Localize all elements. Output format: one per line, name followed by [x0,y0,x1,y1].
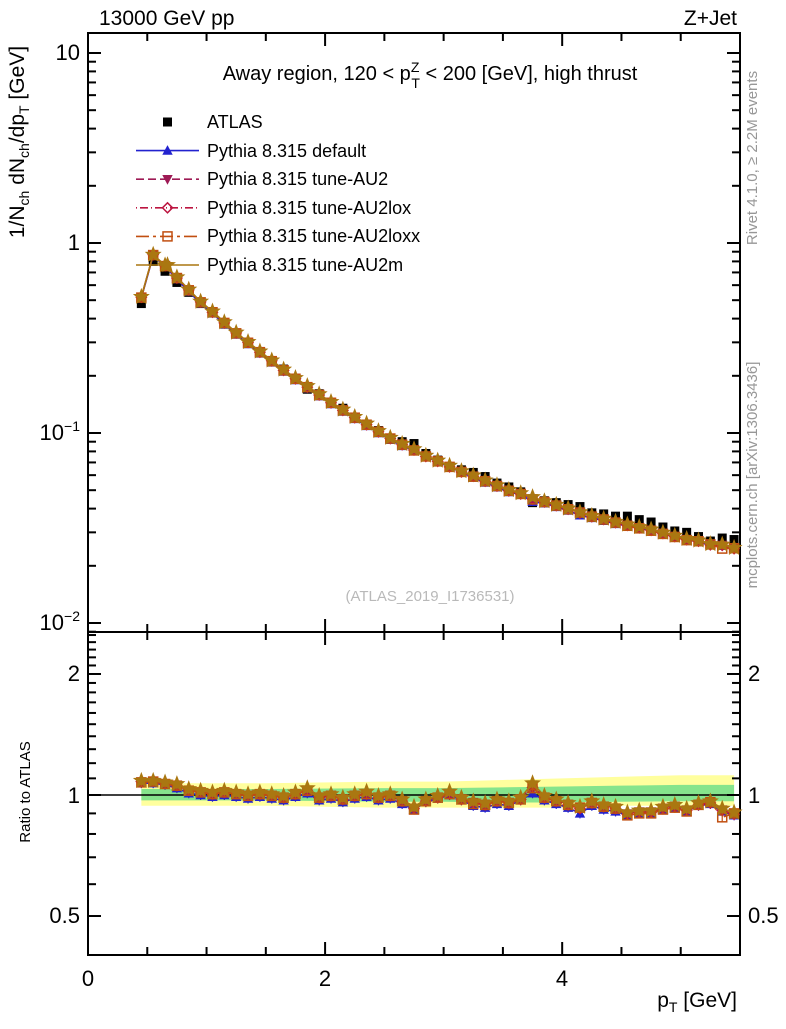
x-axis-title: pT​ [GeV] [657,989,737,1015]
ratio-panel-frame [87,631,741,956]
beam-energy-label: 13000 GeV pp [99,7,234,30]
ratio-tick-05-left: 0.5 [49,903,80,928]
main-series-au2m [132,245,743,555]
ratio-tick-1-right: 1 [748,783,760,808]
ratio-series-au2m [132,771,743,820]
y-tick-10: 10 [56,40,80,65]
rivet-version-note: Rivet 4.1.0, ≥ 2.2M events [744,71,761,245]
y-axis-title: 1/Nch​ dNch​/dpT​ [GeV] [6,46,32,238]
mcplots-source-note: mcplots.cern.ch [arXiv:1306.3436] [744,362,761,589]
ratio-tick-2-left: 2 [68,661,80,686]
y-tick-10−2: 10−2 [40,608,81,635]
axis-ticks [88,33,740,955]
x-tick-0: 0 [82,966,94,991]
legend-symbols [136,117,199,273]
ratio-tick-05-right: 0.5 [748,903,779,928]
legend-label-pythia-au2m: Pythia 8.315 tune-AU2m [207,255,403,275]
legend-label-pythia-au2loxx: Pythia 8.315 tune-AU2loxx [207,226,420,246]
plot-title: Away region, 120 < pZ T < 200 [GeV], high… [223,59,638,91]
process-label: Z+Jet [684,7,737,30]
x-tick-2: 2 [319,966,331,991]
legend-label-atlas: ATLAS [207,112,263,132]
x-tick-4: 4 [556,966,568,991]
y-tick-10−1: 10−1 [40,418,81,445]
analysis-id-watermark: (ATLAS_2019_I1736531) [345,588,514,605]
ratio-tick-1-left: 1 [68,783,80,808]
y-tick-1: 1 [68,230,80,255]
legend-label-pythia-default: Pythia 8.315 default [207,141,366,161]
ratio-axis-title: Ratio to ATLAS [17,741,34,842]
legend-label-pythia-au2lox: Pythia 8.315 tune-AU2lox [207,198,411,218]
legend-label-pythia-au2: Pythia 8.315 tune-AU2 [207,169,388,189]
ratio-tick-2-right: 2 [748,661,760,686]
